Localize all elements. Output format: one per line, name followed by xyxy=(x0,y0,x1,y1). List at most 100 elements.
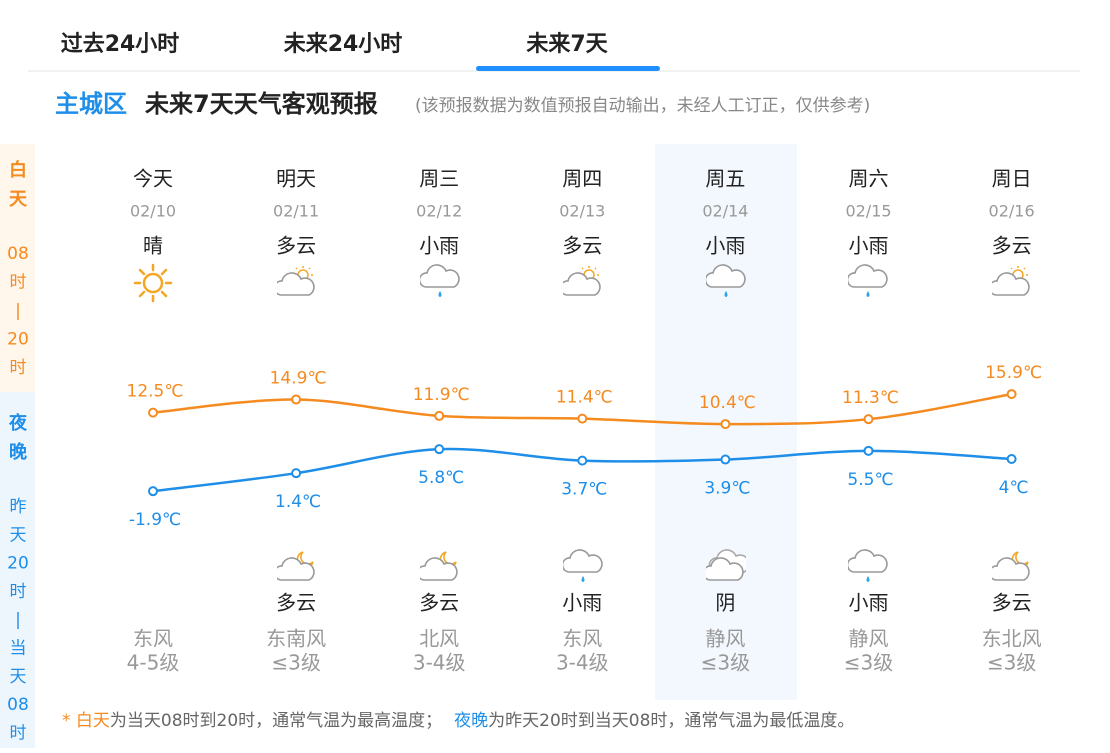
temperature-label: 3.9℃ xyxy=(704,479,750,499)
location: 主城区 xyxy=(55,90,127,118)
date: 02/16 xyxy=(989,202,1035,221)
heading-title: 未来7天天气客观预报 xyxy=(145,90,378,118)
side-label: 时 xyxy=(10,723,27,743)
wind-direction: 东南风 xyxy=(266,627,326,651)
weekday: 周三 xyxy=(419,167,459,191)
temperature-label: 10.4℃ xyxy=(699,393,756,413)
side-label: 08 xyxy=(7,244,29,264)
weekday: 明天 xyxy=(276,167,316,191)
wind-level: ≤3级 xyxy=(271,651,320,675)
day-weather: 小雨 xyxy=(419,234,459,258)
side-label: 昨 xyxy=(10,497,27,517)
temperature-label: 14.9℃ xyxy=(270,369,327,389)
temperature-point xyxy=(148,486,158,497)
day-weather: 小雨 xyxy=(849,234,889,258)
side-label: 晚 xyxy=(9,441,27,463)
tab-active[interactable]: 未来7天 xyxy=(526,32,608,57)
side-label: 时 xyxy=(10,582,27,602)
temperature-point xyxy=(434,444,445,455)
wind-level: 4-5级 xyxy=(127,651,180,675)
temperature-label: 3.7℃ xyxy=(561,480,607,500)
night-weather: 多云 xyxy=(419,591,459,615)
tab[interactable]: 未来24小时 xyxy=(284,32,403,57)
heading-note: (该预报数据为数值预报自动输出，未经人工订正，仅供参考) xyxy=(415,96,870,116)
night-side xyxy=(0,392,35,748)
temperature-label: -1.9℃ xyxy=(129,510,181,530)
wind-level: 3-4级 xyxy=(556,651,609,675)
date: 02/14 xyxy=(702,202,748,221)
weekday: 周六 xyxy=(849,167,889,191)
night-weather: 小雨 xyxy=(849,591,889,615)
temperature-label: 4℃ xyxy=(999,478,1029,498)
night-weather: 多云 xyxy=(276,591,316,615)
temperature-point xyxy=(434,410,445,421)
temperature-point xyxy=(291,394,302,405)
date: 02/10 xyxy=(130,202,176,221)
side-label: 天 xyxy=(9,189,28,210)
wind-level: ≤3级 xyxy=(844,651,893,675)
temperature-point xyxy=(1006,389,1017,400)
side-label: 20 xyxy=(7,330,29,350)
temperature-label: 15.9℃ xyxy=(985,363,1042,383)
side-label: | xyxy=(15,610,21,630)
footer-text: 为当天08时到20时，通常气温为最高温度； xyxy=(110,711,442,731)
side-label: 天 xyxy=(10,667,27,687)
temperature-point xyxy=(577,455,588,466)
side-label: 白 xyxy=(9,159,27,181)
day-side xyxy=(0,144,35,392)
day-weather: 小雨 xyxy=(705,234,745,258)
day-weather: 晴 xyxy=(143,234,163,258)
temperature-label: 1.4℃ xyxy=(275,492,321,512)
side-label: 夜 xyxy=(8,412,28,434)
temperature-point xyxy=(577,413,588,424)
temperature-point xyxy=(720,419,731,430)
temperature-label: 5.5℃ xyxy=(847,470,893,490)
wind-level: ≤3级 xyxy=(701,651,750,675)
tab[interactable]: 过去24小时 xyxy=(61,32,180,57)
temperature-label: 12.5℃ xyxy=(127,382,184,402)
date: 02/12 xyxy=(416,202,462,221)
side-label: 时 xyxy=(10,358,27,378)
footer-day: * 白天 xyxy=(62,711,110,731)
side-label: 当 xyxy=(10,639,27,659)
weekday: 周五 xyxy=(705,167,745,191)
wind-level: 3-4级 xyxy=(413,651,466,675)
temperature-point xyxy=(863,445,874,456)
weekday: 今天 xyxy=(133,167,173,191)
day-weather: 多云 xyxy=(992,234,1032,258)
side-label: | xyxy=(15,301,21,321)
temperature-point xyxy=(291,468,302,479)
night-weather: 小雨 xyxy=(562,591,602,615)
footer-text: 为昨天20时到当天08时，通常气温为最低温度。 xyxy=(488,711,854,731)
side-label: 20 xyxy=(7,554,29,574)
wind-direction: 静风 xyxy=(705,627,745,651)
weekday: 周四 xyxy=(562,167,602,191)
wind-direction: 北风 xyxy=(419,627,459,651)
temperature-label: 5.8℃ xyxy=(418,468,464,488)
wind-direction: 东风 xyxy=(562,627,602,651)
temperature-point xyxy=(1006,454,1017,464)
temperature-point xyxy=(148,407,158,418)
night-weather: 阴 xyxy=(715,591,735,615)
date: 02/11 xyxy=(273,202,319,221)
date: 02/13 xyxy=(559,202,605,221)
weekday: 周日 xyxy=(992,167,1032,191)
footer: * 白天为当天08时到20时，通常气温为最高温度； 夜晚为昨天20时到当天08时，… xyxy=(62,711,854,731)
wind-direction: 东北风 xyxy=(982,627,1042,651)
wind-direction: 静风 xyxy=(849,627,889,651)
temperature-label: 11.9℃ xyxy=(413,385,470,405)
temperature-label: 11.4℃ xyxy=(556,388,613,408)
side-label: 天 xyxy=(10,525,27,545)
side-label: 时 xyxy=(10,273,27,293)
footer-night: 夜晚 xyxy=(454,711,488,731)
night-weather: 多云 xyxy=(992,591,1032,615)
day-weather: 多云 xyxy=(276,234,316,258)
wind-direction: 东风 xyxy=(133,627,173,651)
date: 02/15 xyxy=(845,202,891,221)
day-icons xyxy=(133,263,1030,303)
temperature-point xyxy=(863,414,874,425)
temperature-label: 11.3℃ xyxy=(842,388,899,408)
active-tab-indicator xyxy=(476,66,660,71)
